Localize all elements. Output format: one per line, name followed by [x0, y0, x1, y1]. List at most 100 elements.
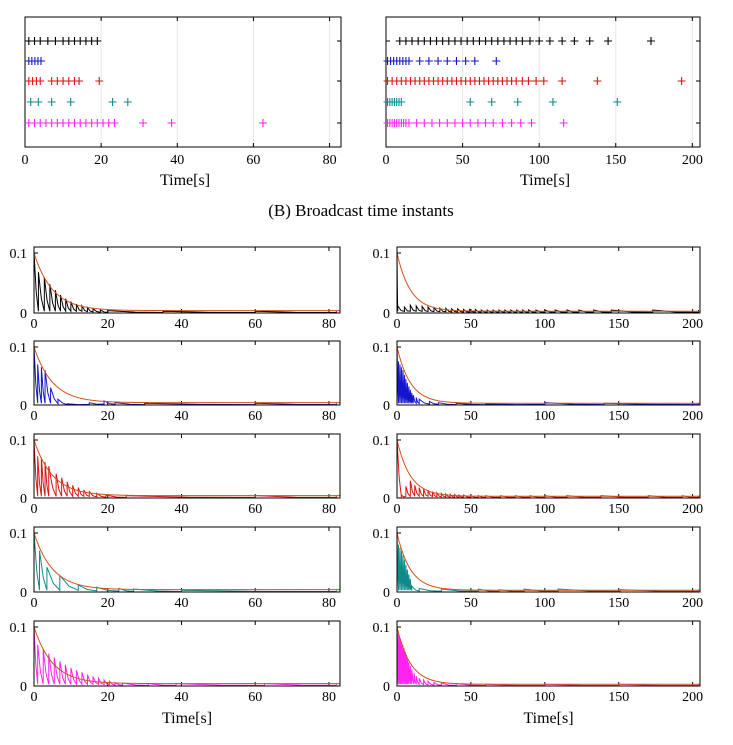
x-tick-label: 40	[170, 153, 184, 168]
x-tick-label: 0	[383, 153, 390, 168]
broadcast-marker	[559, 119, 568, 127]
broadcast-marker	[593, 77, 602, 85]
threshold-curve	[33, 346, 340, 404]
x-tick-label: 200	[682, 596, 703, 611]
plot-frame	[396, 620, 701, 687]
error-signal-line	[33, 532, 337, 593]
y-tick-label: 0.1	[10, 247, 28, 262]
y-tick-label: 0	[383, 307, 390, 322]
broadcast-marker	[481, 119, 490, 127]
y-tick-label: 0	[20, 399, 27, 414]
x-axis-label: Time[s]	[520, 172, 570, 189]
broadcast-marker	[443, 57, 452, 65]
error-panel-right-agent-2	[396, 340, 701, 406]
broadcast-marker	[525, 37, 534, 45]
broadcast-marker	[36, 37, 45, 45]
y-tick-label: 0.1	[373, 341, 391, 356]
plot-frame	[33, 246, 341, 314]
y-tick-label: 0.1	[373, 434, 391, 449]
broadcast-marker	[516, 119, 525, 127]
x-tick-label: 20	[94, 153, 108, 168]
x-tick-label: 50	[464, 502, 478, 517]
x-tick-label: 200	[682, 690, 703, 705]
error-signal-line	[396, 252, 700, 313]
broadcast-marker	[43, 37, 52, 45]
broadcast-marker	[167, 119, 176, 127]
broadcast-marker	[47, 98, 56, 106]
broadcast-marker	[677, 77, 686, 85]
broadcast-marker	[412, 119, 421, 127]
x-tick-label: 100	[534, 409, 555, 424]
x-tick-label: 40	[174, 690, 188, 705]
x-tick-label: 0	[22, 153, 29, 168]
broadcast-marker	[498, 119, 507, 127]
y-tick-label: 0	[20, 307, 27, 322]
broadcast-marker	[489, 119, 498, 127]
broadcast-marker	[473, 119, 482, 127]
plot-frame	[385, 16, 701, 148]
error-panel-right-agent-4	[396, 526, 701, 593]
plot-frame	[33, 526, 341, 593]
broadcast-marker	[108, 98, 117, 106]
broadcast-marker	[604, 37, 613, 45]
broadcast-marker	[93, 37, 102, 45]
y-tick-label: 0.1	[373, 247, 391, 262]
threshold-curve	[396, 252, 700, 312]
x-tick-label: 50	[464, 690, 478, 705]
plot-frame	[33, 620, 341, 687]
x-axis-label: Time[s]	[160, 172, 210, 189]
x-tick-label: 100	[534, 502, 555, 517]
broadcast-marker	[434, 57, 443, 65]
error-panel-left-agent-5	[33, 620, 341, 687]
x-tick-label: 60	[248, 409, 262, 424]
x-tick-label: 150	[608, 690, 629, 705]
x-tick-label: 0	[31, 502, 38, 517]
broadcast-marker	[424, 57, 433, 65]
broadcast-marker	[404, 119, 413, 127]
x-tick-label: 100	[534, 596, 555, 611]
x-tick-label: 40	[174, 317, 188, 332]
x-tick-label: 80	[322, 502, 336, 517]
broadcast-marker	[646, 37, 655, 45]
x-tick-label: 60	[248, 690, 262, 705]
broadcast-marker	[75, 77, 84, 85]
y-tick-label: 0.1	[373, 621, 391, 636]
error-panel-left-agent-1	[33, 246, 341, 314]
x-tick-label: 80	[322, 596, 336, 611]
x-tick-label: 40	[174, 409, 188, 424]
broadcast-marker	[535, 37, 544, 45]
broadcast-marker	[110, 119, 119, 127]
y-tick-label: 0	[20, 492, 27, 507]
x-tick-label: 60	[248, 502, 262, 517]
x-tick-label: 20	[101, 596, 115, 611]
x-tick-label: 60	[246, 153, 260, 168]
x-axis-label: Time[s]	[523, 710, 573, 727]
broadcast-marker	[570, 37, 579, 45]
broadcast-marker	[548, 98, 557, 106]
broadcast-marker	[518, 37, 527, 45]
y-tick-label: 0.1	[373, 527, 391, 542]
error-panel-right-agent-3	[396, 433, 701, 499]
y-tick-label: 0.1	[10, 527, 28, 542]
error-panel-left-agent-2	[33, 340, 341, 406]
x-tick-label: 200	[682, 409, 703, 424]
y-tick-label: 0	[20, 586, 27, 601]
x-tick-label: 0	[394, 596, 401, 611]
broadcast-marker	[443, 119, 452, 127]
error-signal-line	[33, 626, 337, 687]
x-tick-label: 50	[464, 317, 478, 332]
x-tick-label: 50	[464, 409, 478, 424]
broadcast-marker	[466, 98, 475, 106]
x-tick-label: 0	[31, 317, 38, 332]
x-tick-label: 40	[174, 502, 188, 517]
error-signal-line	[396, 346, 700, 406]
x-tick-label: 20	[101, 317, 115, 332]
y-tick-label: 0	[20, 680, 27, 695]
threshold-curve	[33, 532, 340, 591]
x-tick-label: 80	[322, 409, 336, 424]
error-signal-line	[396, 626, 700, 687]
plot-frame	[33, 340, 341, 406]
x-tick-label: 20	[101, 409, 115, 424]
x-tick-label: 150	[608, 596, 629, 611]
x-tick-label: 150	[608, 409, 629, 424]
